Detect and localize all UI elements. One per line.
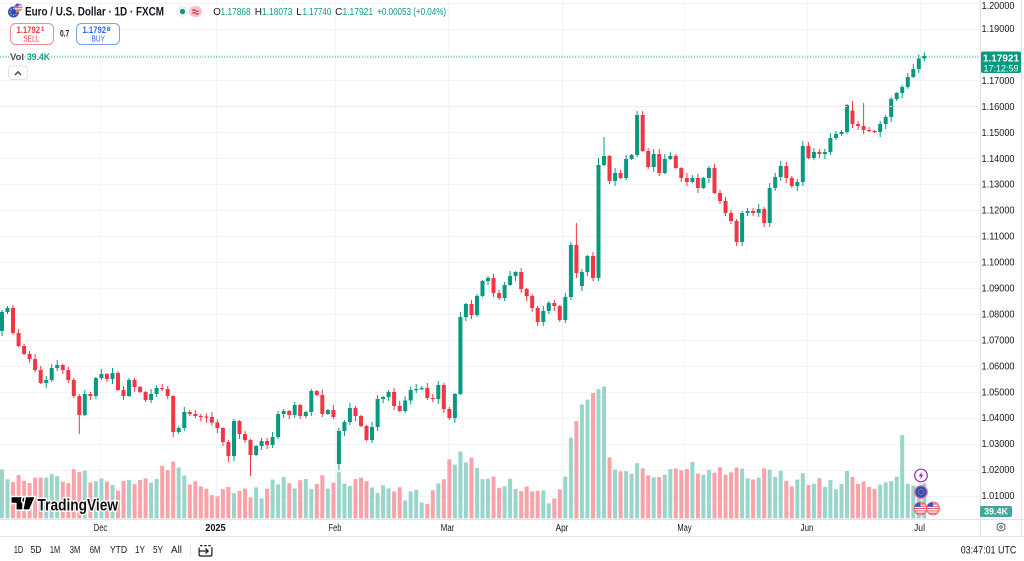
svg-text:TradingView: TradingView [38, 497, 119, 515]
svg-text:1.20000: 1.20000 [982, 0, 1015, 12]
svg-text:Mar: Mar [441, 523, 455, 534]
svg-text:5D: 5D [31, 545, 42, 556]
svg-text:5Y: 5Y [153, 545, 163, 556]
svg-text:1.10000: 1.10000 [982, 257, 1015, 269]
svg-text:1.17000: 1.17000 [982, 75, 1015, 87]
svg-text:39.4K: 39.4K [984, 507, 1009, 517]
svg-text:1: 1 [41, 26, 45, 33]
svg-text:All: All [171, 545, 182, 556]
svg-text:Jul: Jul [914, 523, 925, 534]
svg-text:1.04000: 1.04000 [982, 412, 1015, 424]
svg-text:8: 8 [107, 26, 111, 33]
svg-text:1.06000: 1.06000 [982, 360, 1015, 372]
svg-text:Vol: Vol [10, 52, 24, 63]
svg-text:1.07000: 1.07000 [982, 334, 1015, 346]
svg-text:1.15000: 1.15000 [982, 127, 1015, 139]
svg-text:Jun: Jun [801, 523, 814, 534]
svg-text:1.08000: 1.08000 [982, 308, 1015, 320]
svg-text:1.05000: 1.05000 [982, 386, 1015, 398]
svg-text:Euro / U.S. Dollar · 1D · FXCM: Euro / U.S. Dollar · 1D · FXCM [25, 7, 164, 19]
svg-text:39.4K: 39.4K [27, 52, 50, 63]
svg-text:1.09000: 1.09000 [982, 283, 1015, 295]
svg-text:SELL: SELL [23, 34, 40, 43]
svg-text:1.03000: 1.03000 [982, 438, 1015, 450]
svg-text:1.16000: 1.16000 [982, 101, 1015, 113]
svg-text:Dec: Dec [94, 523, 107, 534]
svg-text:YTD: YTD [110, 545, 127, 556]
svg-text:1M: 1M [50, 545, 60, 556]
svg-text:1.02000: 1.02000 [982, 464, 1015, 476]
svg-text:1.19000: 1.19000 [982, 23, 1015, 35]
svg-text:0.7: 0.7 [60, 29, 69, 40]
svg-text:1.11000: 1.11000 [982, 231, 1015, 243]
svg-text:1.01000: 1.01000 [982, 490, 1015, 502]
svg-text:1.17921: 1.17921 [983, 54, 1020, 65]
svg-text:3M: 3M [70, 545, 81, 556]
svg-text:1.13000: 1.13000 [982, 179, 1015, 191]
svg-text:Feb: Feb [329, 523, 342, 534]
svg-text:1.14000: 1.14000 [982, 153, 1015, 165]
svg-text:Apr: Apr [556, 523, 569, 534]
svg-text:1.1792: 1.1792 [17, 25, 41, 36]
svg-text:1D: 1D [14, 545, 23, 556]
svg-text:2025: 2025 [205, 523, 226, 534]
svg-text:1.12000: 1.12000 [982, 205, 1015, 217]
svg-text:BUY: BUY [92, 34, 106, 43]
svg-text:1.1792: 1.1792 [83, 25, 107, 36]
svg-text:1Y: 1Y [135, 545, 145, 556]
svg-text:6M: 6M [90, 545, 101, 556]
svg-text:03:47:01 UTC: 03:47:01 UTC [961, 545, 1017, 557]
svg-text:17:12:59: 17:12:59 [983, 64, 1018, 74]
svg-text:May: May [677, 523, 691, 534]
